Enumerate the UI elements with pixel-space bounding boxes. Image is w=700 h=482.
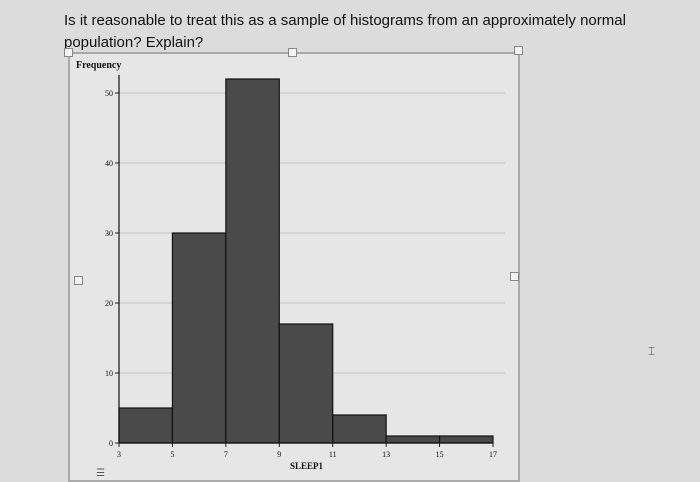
x-tick-label: 3 (117, 450, 121, 459)
question-text: Is it reasonable to treat this as a samp… (64, 12, 626, 51)
x-axis-label: SLEEP1 (290, 461, 324, 471)
y-tick-label: 10 (105, 369, 113, 378)
x-tick-label: 7 (224, 450, 228, 459)
resize-handle[interactable] (64, 48, 73, 57)
histogram-bar (332, 414, 387, 444)
text-cursor-icon: ⌶ (648, 344, 656, 358)
x-tick-label: 9 (277, 450, 281, 459)
histogram-bar (118, 407, 174, 444)
resize-handle[interactable] (74, 276, 83, 285)
menu-icon[interactable]: ☰ (96, 468, 105, 479)
x-tick-label: 15 (436, 450, 444, 459)
resize-handle[interactable] (510, 272, 519, 281)
y-tick-label: 30 (105, 229, 113, 238)
histogram-bar (278, 323, 334, 444)
histogram-bar (225, 78, 280, 444)
y-axis-label: Frequency (76, 60, 122, 71)
x-tick-label: 13 (382, 450, 390, 459)
y-tick-label: 0 (109, 439, 113, 448)
y-tick-label: 40 (105, 159, 113, 168)
histogram-bar (385, 435, 441, 444)
y-tick-label: 20 (105, 299, 113, 308)
x-tick-label: 11 (329, 450, 337, 459)
x-tick-label: 5 (170, 450, 174, 459)
histogram-bar (171, 232, 227, 444)
histogram-bar (438, 435, 494, 444)
resize-handle[interactable] (288, 48, 297, 57)
resize-handle[interactable] (514, 46, 523, 55)
y-tick-label: 50 (105, 89, 113, 98)
x-tick-label: 17 (489, 450, 497, 459)
